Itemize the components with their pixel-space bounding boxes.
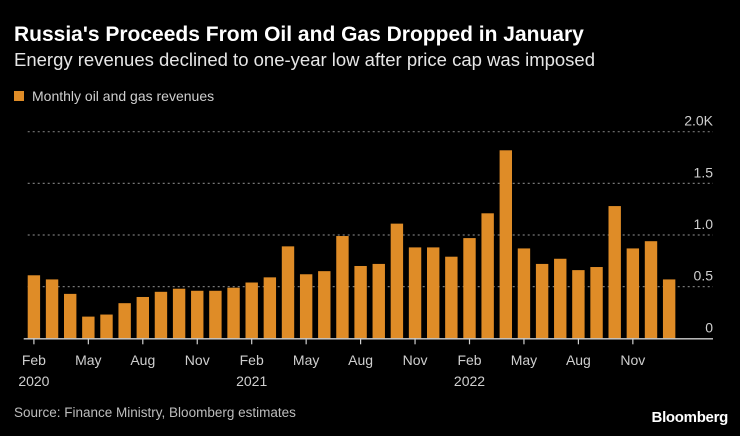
bar-2021-04 bbox=[281, 246, 295, 339]
x-tick-label: Aug bbox=[348, 352, 373, 368]
bar-2022-03 bbox=[481, 213, 494, 339]
bar-2022-07 bbox=[554, 258, 567, 339]
bar-2021-09 bbox=[372, 263, 385, 339]
bar-2022-08 bbox=[572, 270, 585, 339]
bar-2020-04 bbox=[64, 293, 77, 339]
x-tick-label: Feb bbox=[457, 352, 481, 368]
bar-2020-11 bbox=[191, 290, 204, 339]
bar-2022-04 bbox=[499, 150, 512, 339]
x-tick-label: Aug bbox=[130, 352, 155, 368]
bar-2020-09 bbox=[154, 291, 168, 339]
legend-swatch bbox=[14, 91, 24, 101]
y-tick-label: 0.5 bbox=[694, 268, 714, 284]
bar-2021-10 bbox=[390, 223, 404, 339]
x-tick-label: Nov bbox=[185, 352, 210, 368]
x-tick-label: Feb bbox=[22, 352, 46, 368]
legend-label: Monthly oil and gas revenues bbox=[32, 88, 215, 104]
bar-2020-07 bbox=[118, 303, 131, 339]
bar-2022-01 bbox=[445, 256, 458, 339]
x-tick-label: Aug bbox=[566, 352, 591, 368]
bar-2021-05 bbox=[299, 274, 313, 339]
bar-2022-10 bbox=[608, 206, 621, 339]
x-tick-label: Feb bbox=[240, 352, 264, 368]
bar-2022-06 bbox=[535, 263, 549, 339]
y-tick-label: 1.0 bbox=[694, 216, 714, 232]
bar-2021-01 bbox=[227, 287, 240, 339]
bar-2022-05 bbox=[517, 248, 531, 339]
bar-2021-08 bbox=[354, 265, 367, 339]
bar-2021-06 bbox=[318, 271, 331, 339]
bar-2021-11 bbox=[408, 247, 422, 339]
chart-title: Russia's Proceeds From Oil and Gas Dropp… bbox=[14, 23, 584, 46]
x-tick-label: Nov bbox=[620, 352, 645, 368]
bar-2020-10 bbox=[172, 288, 186, 339]
x-tick-year: 2022 bbox=[454, 373, 485, 389]
chart-subtitle: Energy revenues declined to one-year low… bbox=[14, 49, 596, 70]
bar-2020-03 bbox=[45, 279, 59, 339]
x-tick-year: 2020 bbox=[18, 373, 49, 389]
x-tick-label: May bbox=[75, 352, 101, 368]
bar-2021-03 bbox=[263, 277, 277, 339]
bar-2020-05 bbox=[82, 316, 95, 339]
source-note: Source: Finance Ministry, Bloomberg esti… bbox=[14, 405, 296, 420]
bar-2022-09 bbox=[590, 267, 603, 339]
bar-2020-12 bbox=[209, 290, 222, 339]
y-tick-label: 1.5 bbox=[694, 164, 714, 180]
bar-2021-07 bbox=[336, 236, 349, 339]
x-tick-year: 2021 bbox=[236, 373, 267, 389]
legend: Monthly oil and gas revenues bbox=[14, 88, 214, 104]
x-tick-label: May bbox=[511, 352, 537, 368]
bar-2020-08 bbox=[136, 296, 149, 339]
bar-2022-12 bbox=[644, 241, 658, 339]
bar-2020-02 bbox=[27, 275, 41, 339]
bloomberg-logo: Bloomberg bbox=[651, 409, 729, 426]
y-tick-label: 2.0K bbox=[684, 113, 713, 129]
bar-2021-02 bbox=[245, 282, 258, 339]
bar-2020-06 bbox=[100, 314, 113, 339]
bar-2022-11 bbox=[626, 248, 640, 339]
x-tick-label: May bbox=[293, 352, 319, 368]
x-tick-label: Nov bbox=[403, 352, 428, 368]
bar-2023-01 bbox=[662, 279, 676, 339]
bar-2022-02 bbox=[463, 238, 476, 339]
y-tick-label: 0 bbox=[705, 319, 713, 335]
bar-2021-12 bbox=[427, 247, 440, 339]
